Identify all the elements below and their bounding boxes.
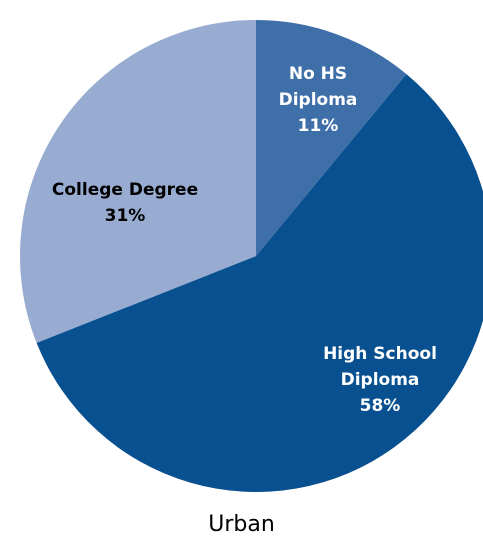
slice-label: College Degree 31% <box>15 177 235 229</box>
value-label: 31% <box>104 206 146 226</box>
pie-slice <box>256 20 407 256</box>
slice-label: No HS Diploma 11% <box>268 61 368 139</box>
category-label: High School Diploma <box>323 344 437 390</box>
value-label: 11% <box>297 116 339 136</box>
slice-label: High School Diploma 58% <box>300 341 460 419</box>
category-label: College Degree <box>51 180 199 200</box>
pie-slice <box>36 74 483 492</box>
category-label: No HS Diploma <box>278 64 358 110</box>
chart-title: Urban <box>208 512 275 537</box>
value-label: 58% <box>359 396 401 416</box>
pie-slice <box>20 20 257 343</box>
